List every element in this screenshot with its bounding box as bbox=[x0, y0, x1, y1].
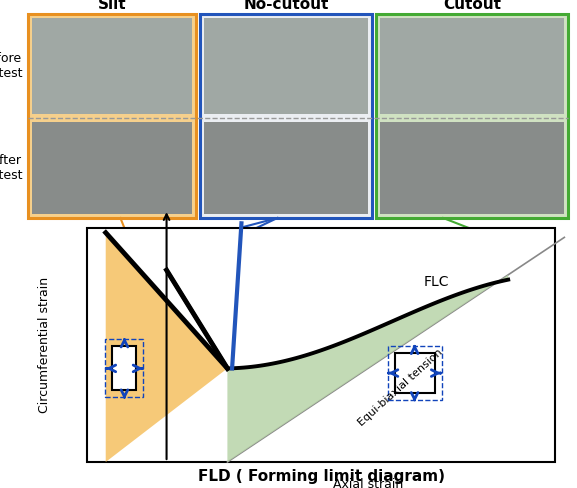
Text: FLD ( Forming limit diagram): FLD ( Forming limit diagram) bbox=[197, 469, 444, 484]
Bar bbox=[204, 122, 368, 214]
Bar bbox=[106, 339, 144, 397]
Bar bbox=[204, 18, 368, 114]
Text: Slit: Slit bbox=[98, 0, 126, 12]
Bar bbox=[388, 346, 441, 400]
Bar bbox=[200, 14, 372, 218]
Bar bbox=[32, 18, 192, 114]
Bar bbox=[376, 14, 568, 218]
Text: Cutout: Cutout bbox=[443, 0, 501, 12]
Bar bbox=[200, 14, 372, 218]
Bar bbox=[113, 346, 136, 390]
Text: Equi-biaxial tension: Equi-biaxial tension bbox=[357, 346, 445, 427]
Polygon shape bbox=[167, 233, 227, 368]
Bar bbox=[376, 14, 568, 218]
Text: After
the test: After the test bbox=[0, 154, 22, 182]
Bar bbox=[380, 18, 564, 114]
Bar bbox=[28, 14, 196, 218]
Polygon shape bbox=[106, 233, 227, 462]
Text: FLC: FLC bbox=[424, 275, 449, 289]
Text: Axial strain: Axial strain bbox=[333, 478, 403, 488]
Bar bbox=[87, 228, 555, 462]
Text: Circumferential strain: Circumferential strain bbox=[38, 277, 51, 413]
Bar bbox=[32, 122, 192, 214]
Polygon shape bbox=[227, 275, 508, 462]
Text: No-cutout: No-cutout bbox=[243, 0, 329, 12]
Bar bbox=[380, 122, 564, 214]
Bar bbox=[28, 14, 196, 218]
Text: Before
the test: Before the test bbox=[0, 52, 22, 80]
Bar bbox=[395, 353, 434, 393]
